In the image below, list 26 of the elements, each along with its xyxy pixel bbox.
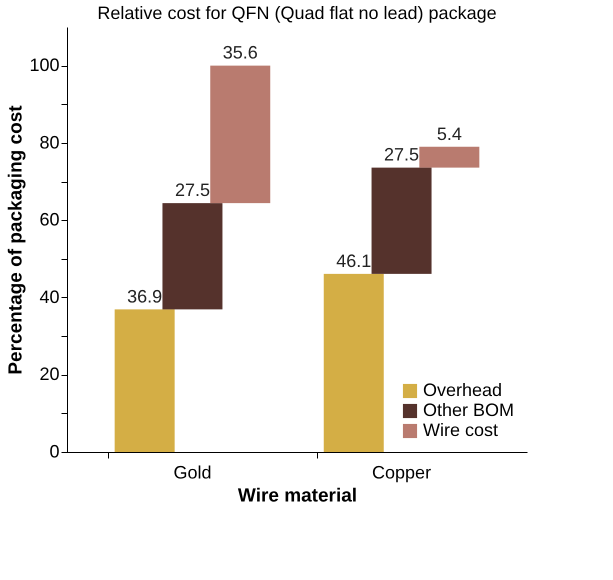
- legend-label: Overhead: [423, 380, 502, 400]
- chart-title: Relative cost for QFN (Quad flat no lead) package: [97, 3, 497, 23]
- y-tick-label: 0: [49, 442, 60, 462]
- x-axis-title: Wire material: [238, 486, 358, 506]
- y-axis-title: Percentage of packaging cost: [5, 104, 26, 375]
- y-tick-label: 60: [39, 210, 60, 230]
- bar: [114, 309, 175, 452]
- data-label: 27.5: [174, 180, 210, 200]
- y-tick-label: 80: [39, 132, 60, 152]
- data-label: 36.9: [127, 286, 162, 306]
- legend-label: Other BOM: [423, 400, 514, 420]
- y-tick-label: 40: [39, 286, 60, 307]
- data-label: 35.6: [222, 42, 258, 63]
- bar: [210, 66, 270, 204]
- data-label: 46.1: [336, 250, 372, 271]
- data-label: 27.5: [384, 144, 420, 165]
- data-label: 5.4: [436, 124, 462, 144]
- bar: [324, 274, 384, 452]
- bar: [162, 203, 222, 310]
- bar: [419, 146, 480, 168]
- bar: [372, 168, 432, 274]
- x-tick-label: Gold: [173, 462, 212, 482]
- y-tick-label: 100: [29, 55, 60, 76]
- legend-label: Wire cost: [423, 420, 498, 440]
- y-tick-label: 20: [39, 364, 60, 384]
- x-tick-label: Copper: [372, 462, 432, 482]
